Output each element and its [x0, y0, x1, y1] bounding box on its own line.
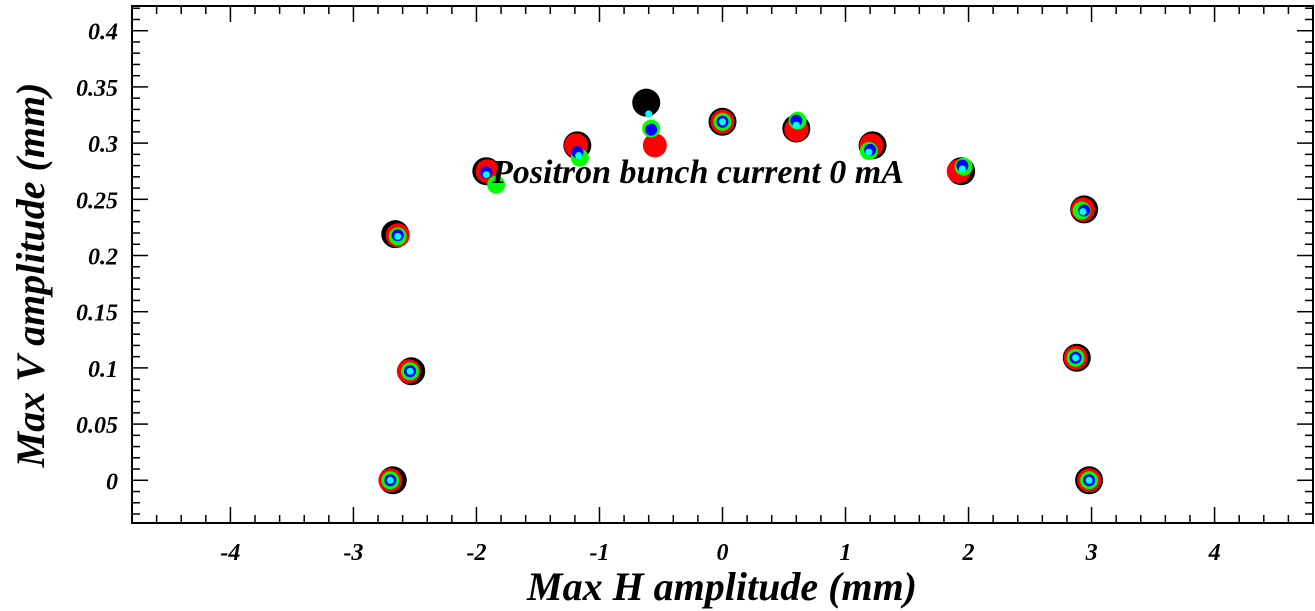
data-point-series-5	[394, 232, 402, 240]
data-point-series-5	[482, 171, 490, 179]
y-axis-title: Max V amplitude (mm)	[8, 83, 53, 469]
data-point-series-5	[386, 476, 394, 484]
x-axis-title: Max H amplitude (mm)	[526, 564, 917, 609]
x-tick-label: -2	[466, 540, 486, 566]
x-tick-label: -4	[220, 540, 240, 566]
data-point-series-4	[645, 123, 658, 136]
plot-frame	[131, 5, 1314, 524]
x-tick-label: 3	[1085, 540, 1098, 566]
x-tick-label: -1	[589, 540, 609, 566]
data-point-series-5	[575, 151, 583, 159]
y-tick-label: 0.05	[76, 413, 118, 439]
y-tick-label: 0.15	[76, 301, 118, 327]
y-tick-label: 0.3	[88, 132, 118, 158]
data-point-series-5	[406, 367, 414, 375]
y-tick-label: 0.35	[76, 76, 118, 102]
y-tick-label: 0	[106, 469, 118, 495]
y-tick-label: 0.25	[76, 188, 118, 214]
data-point-series-5	[1079, 208, 1087, 216]
x-tick-label: 0	[717, 540, 729, 566]
x-tick-label: 1	[840, 540, 852, 566]
chart-annotation: Positron bunch current 0 mA	[491, 154, 904, 191]
y-tick-label: 0.4	[88, 20, 118, 46]
data-point-series-3	[487, 175, 506, 194]
data-point-series-5	[719, 118, 726, 126]
x-tick-label: 4	[1208, 540, 1221, 566]
plot-points	[378, 88, 1104, 495]
y-tick-label: 0.1	[88, 357, 118, 383]
x-tick-label: -3	[343, 540, 363, 566]
axes-ticks	[132, 6, 1314, 523]
data-point-series-5	[1085, 476, 1093, 484]
y-tick-label: 0.2	[88, 245, 118, 271]
data-point-series-5	[645, 110, 653, 118]
data-point-series-5	[865, 148, 873, 156]
x-tick-label: 2	[962, 540, 975, 566]
data-point-series-5	[958, 165, 966, 173]
data-point-series-1	[632, 88, 661, 117]
data-point-series-5	[1072, 354, 1080, 362]
tick-labels: -4 -3 -2 -1 0 1 2 3 4 0 0.05 0.1 0.15 0.2 0.25 0.3 0.35 0…	[76, 20, 1221, 566]
data-point-series-2	[642, 133, 667, 158]
data-point-series-5	[792, 121, 800, 129]
